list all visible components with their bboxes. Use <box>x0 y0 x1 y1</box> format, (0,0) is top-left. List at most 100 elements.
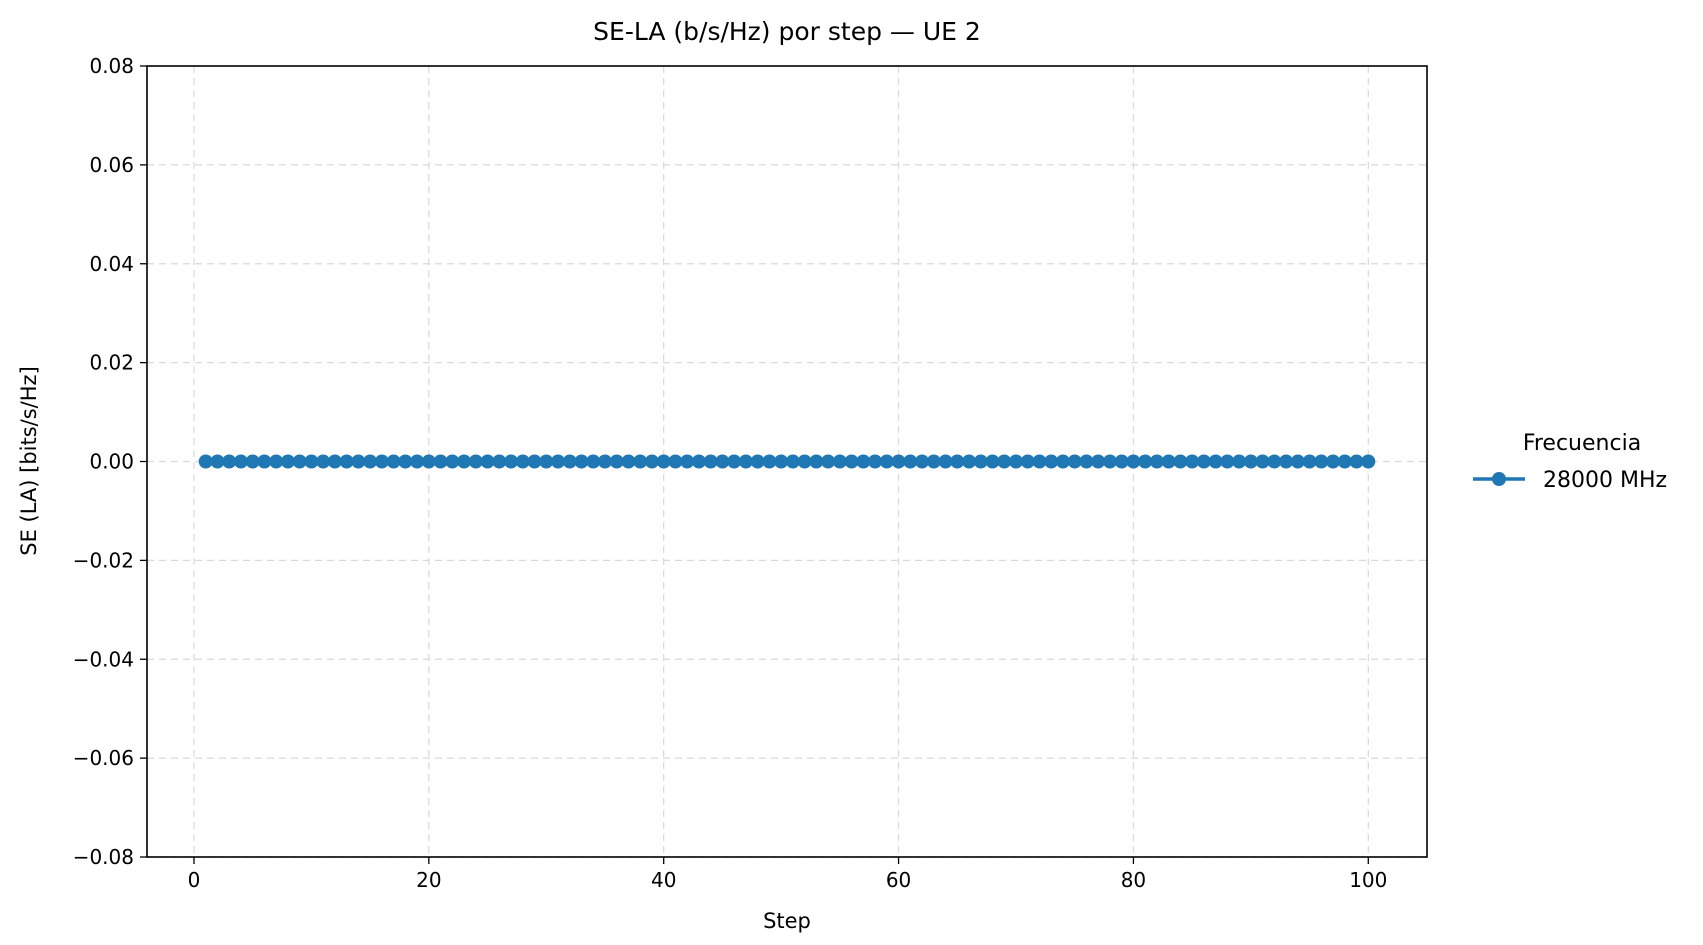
x-axis-label: Step <box>763 909 811 933</box>
chart-title: SE-LA (b/s/Hz) por step — UE 2 <box>593 17 981 46</box>
data-point <box>680 454 695 469</box>
data-point <box>280 454 295 469</box>
data-point <box>938 454 953 469</box>
data-point <box>633 454 648 469</box>
data-point <box>1055 454 1070 469</box>
data-point <box>327 454 342 469</box>
data-point <box>1102 454 1117 469</box>
data-point <box>1126 454 1141 469</box>
data-point <box>762 454 777 469</box>
data-point <box>1149 454 1164 469</box>
data-point <box>1020 454 1035 469</box>
data-point <box>656 454 671 469</box>
data-point <box>715 454 730 469</box>
data-point <box>445 454 460 469</box>
data-point <box>410 454 425 469</box>
data-point <box>304 454 319 469</box>
data-point <box>198 454 213 469</box>
data-point <box>1243 454 1258 469</box>
data-point <box>844 454 859 469</box>
data-point <box>1032 454 1047 469</box>
data-point <box>785 454 800 469</box>
data-point <box>269 454 284 469</box>
legend-marker <box>1492 472 1506 486</box>
data-point <box>1091 454 1106 469</box>
data-point <box>1114 454 1129 469</box>
data-point <box>985 454 1000 469</box>
data-point <box>562 454 577 469</box>
y-tick-label: −0.04 <box>73 647 134 671</box>
data-point <box>551 454 566 469</box>
data-point <box>668 454 683 469</box>
data-point <box>374 454 389 469</box>
y-tick-label: 0.02 <box>89 351 134 375</box>
data-point <box>1161 454 1176 469</box>
data-point <box>903 454 918 469</box>
data-point <box>691 454 706 469</box>
data-point <box>210 454 225 469</box>
data-point <box>527 454 542 469</box>
data-point <box>797 454 812 469</box>
y-axis-label: SE (LA) [bits/s/Hz] <box>17 366 41 556</box>
axis-ticks: 0 20 40 60 80 100 −0.08 −0.06 −0.04 −0.02 0.00 0.02… <box>73 54 1388 892</box>
data-point <box>222 454 237 469</box>
data-point <box>515 454 530 469</box>
data-point <box>738 454 753 469</box>
x-tick-label: 0 <box>188 868 201 892</box>
data-point <box>1290 454 1305 469</box>
data-point <box>915 454 930 469</box>
x-tick-label: 40 <box>651 868 676 892</box>
y-tick-label: −0.06 <box>73 746 134 770</box>
data-point <box>586 454 601 469</box>
data-point <box>832 454 847 469</box>
y-tick-label: −0.08 <box>73 845 134 869</box>
y-tick-label: 0.04 <box>89 252 134 276</box>
data-point <box>950 454 965 469</box>
data-point <box>997 454 1012 469</box>
data-point <box>457 454 472 469</box>
data-point <box>1267 454 1282 469</box>
data-point <box>703 454 718 469</box>
data-point <box>539 454 554 469</box>
data-point <box>644 454 659 469</box>
y-tick-label: −0.02 <box>73 548 134 572</box>
legend-title: Frecuencia <box>1523 431 1641 456</box>
data-point <box>468 454 483 469</box>
data-point <box>1008 454 1023 469</box>
data-point <box>973 454 988 469</box>
data-point <box>727 454 742 469</box>
data-point <box>1067 454 1082 469</box>
data-point <box>386 454 401 469</box>
data-point <box>292 454 307 469</box>
data-point <box>809 454 824 469</box>
data-point <box>1079 454 1094 469</box>
data-point <box>1326 454 1341 469</box>
data-point <box>351 454 366 469</box>
data-point <box>1044 454 1059 469</box>
data-point <box>316 454 331 469</box>
data-point <box>879 454 894 469</box>
data-point <box>1314 454 1329 469</box>
data-point <box>233 454 248 469</box>
data-point <box>856 454 871 469</box>
data-point <box>421 454 436 469</box>
y-tick-label: 0.08 <box>89 54 134 78</box>
x-tick-label: 100 <box>1349 868 1387 892</box>
series-28000-mhz <box>198 454 1376 469</box>
data-point <box>609 454 624 469</box>
data-point <box>891 454 906 469</box>
data-point <box>750 454 765 469</box>
data-point <box>339 454 354 469</box>
data-point <box>1196 454 1211 469</box>
x-tick-label: 20 <box>416 868 441 892</box>
y-tick-label: 0.00 <box>89 450 134 474</box>
data-point <box>492 454 507 469</box>
data-point <box>245 454 260 469</box>
data-point <box>821 454 836 469</box>
data-point <box>1185 454 1200 469</box>
data-point <box>621 454 636 469</box>
data-point <box>257 454 272 469</box>
data-point <box>1361 454 1376 469</box>
data-point <box>1337 454 1352 469</box>
